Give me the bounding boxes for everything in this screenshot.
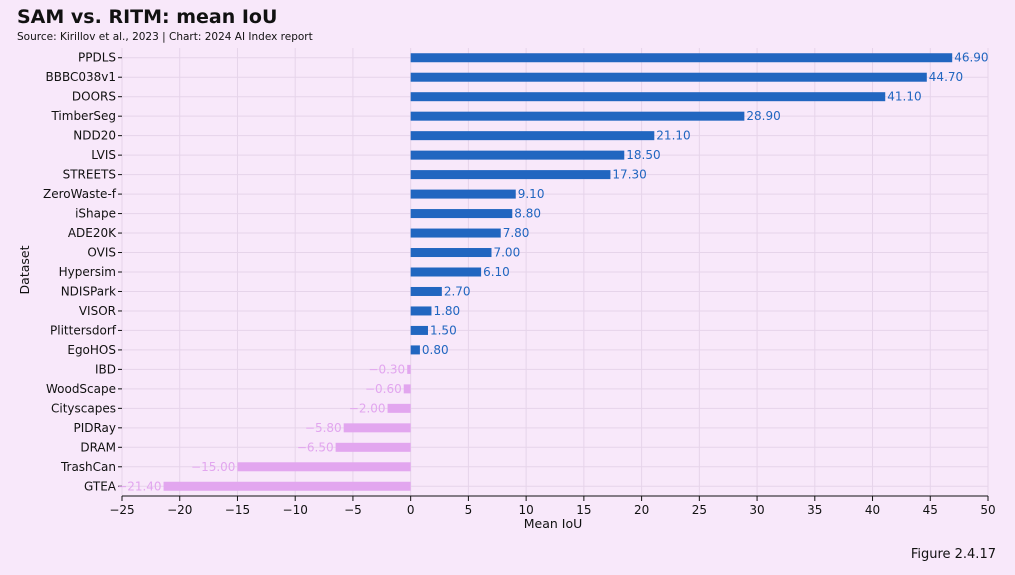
category-label: NDISPark xyxy=(61,284,116,298)
bar xyxy=(410,286,442,296)
data-label: −0.60 xyxy=(365,382,402,396)
bar xyxy=(410,170,611,180)
bar xyxy=(410,72,927,82)
bar xyxy=(410,228,501,238)
category-label: TimberSeg xyxy=(50,109,116,123)
category-label: PPDLS xyxy=(78,51,116,65)
category-label: WoodScape xyxy=(46,382,116,396)
x-axis: −25 −20 −15 −10 −5 0 5 10 15 20 25 30 35 40 45 50 xyxy=(109,57,996,517)
bar xyxy=(343,423,411,433)
data-label: 7.00 xyxy=(493,246,520,260)
figure-label: Figure 2.4.17 xyxy=(910,547,996,562)
bar xyxy=(163,481,411,491)
x-tick-label: −15 xyxy=(225,503,250,517)
data-label: −0.30 xyxy=(368,362,405,376)
category-label: IBD xyxy=(95,362,116,376)
data-label: −6.50 xyxy=(297,440,334,454)
data-label: 0.80 xyxy=(422,343,449,357)
x-tick-label: 5 xyxy=(465,503,473,517)
data-label: −21.40 xyxy=(117,479,161,493)
bar xyxy=(410,131,655,141)
bar xyxy=(410,150,625,160)
bar xyxy=(407,364,411,374)
bar xyxy=(410,248,492,258)
data-label: 7.80 xyxy=(503,226,530,240)
data-label: −5.80 xyxy=(305,421,342,435)
category-label: GTEA xyxy=(84,479,117,493)
x-axis-title: Mean IoU xyxy=(524,516,583,531)
x-tick-label: 30 xyxy=(749,503,764,517)
x-tick-label: 40 xyxy=(865,503,880,517)
category-label: iShape xyxy=(75,207,116,221)
bar xyxy=(410,345,420,355)
bar xyxy=(410,53,953,63)
category-label: Cityscapes xyxy=(51,401,116,415)
bar xyxy=(410,325,428,335)
data-label: 2.70 xyxy=(444,284,471,298)
category-label: BBBC038v1 xyxy=(45,70,116,84)
category-label: PIDRay xyxy=(73,421,116,435)
data-label: −2.00 xyxy=(349,401,386,415)
data-label: 17.30 xyxy=(612,168,646,182)
x-tick-label: 10 xyxy=(518,503,533,517)
data-label: 18.50 xyxy=(626,148,660,162)
category-label: EgoHOS xyxy=(67,343,116,357)
x-tick-label: −10 xyxy=(283,503,308,517)
data-label: 8.80 xyxy=(514,207,541,221)
data-label: 1.80 xyxy=(433,304,460,318)
data-label: 28.90 xyxy=(746,109,780,123)
bar xyxy=(410,267,482,277)
category-label: Hypersim xyxy=(59,265,116,279)
x-tick-label: 20 xyxy=(634,503,649,517)
data-label: 44.70 xyxy=(929,70,963,84)
category-label: DOORS xyxy=(72,90,116,104)
chart-title: SAM vs. RITM: mean IoU xyxy=(17,6,278,28)
bar xyxy=(410,189,516,199)
data-label: 9.10 xyxy=(518,187,545,201)
x-tick-label: 15 xyxy=(576,503,591,517)
data-label: 1.50 xyxy=(430,323,457,337)
x-tick-label: 0 xyxy=(407,503,415,517)
x-tick-label: −20 xyxy=(167,503,192,517)
bar xyxy=(410,111,745,121)
x-tick-label: −5 xyxy=(344,503,362,517)
category-label: Plittersdorf xyxy=(50,323,117,337)
bar xyxy=(237,462,411,472)
bar xyxy=(387,403,411,413)
x-tick-label: 45 xyxy=(923,503,938,517)
bar xyxy=(403,384,411,394)
category-label: ADE20K xyxy=(68,226,117,240)
category-label: LVIS xyxy=(91,148,116,162)
chart-subtitle: Source: Kirillov et al., 2023 | Chart: 2… xyxy=(17,31,313,43)
data-label: −15.00 xyxy=(191,460,235,474)
category-label: VISOR xyxy=(79,304,116,318)
category-label: OVIS xyxy=(87,246,116,260)
category-label: DRAM xyxy=(80,440,116,454)
bar xyxy=(410,209,513,219)
x-tick-label: −25 xyxy=(109,503,134,517)
bars xyxy=(163,53,953,491)
bar xyxy=(335,442,411,452)
data-label: 21.10 xyxy=(656,129,690,143)
x-tick-label: 25 xyxy=(692,503,707,517)
category-label: ZeroWaste-f xyxy=(43,187,117,201)
category-label: STREETS xyxy=(63,168,116,182)
x-tick-label: 35 xyxy=(807,503,822,517)
data-label: 6.10 xyxy=(483,265,510,279)
y-axis-title: Dataset xyxy=(17,245,32,294)
data-label: 46.90 xyxy=(954,51,988,65)
x-tick-label: 50 xyxy=(980,503,995,517)
labels: PPDLS 46.90 BBBC038v1 44.70 DOORS 41.10 Timber… xyxy=(43,51,989,494)
category-label: NDD20 xyxy=(73,129,116,143)
bar xyxy=(410,306,432,316)
bar xyxy=(410,92,886,102)
category-label: TrashCan xyxy=(60,460,116,474)
data-label: 41.10 xyxy=(887,90,921,104)
